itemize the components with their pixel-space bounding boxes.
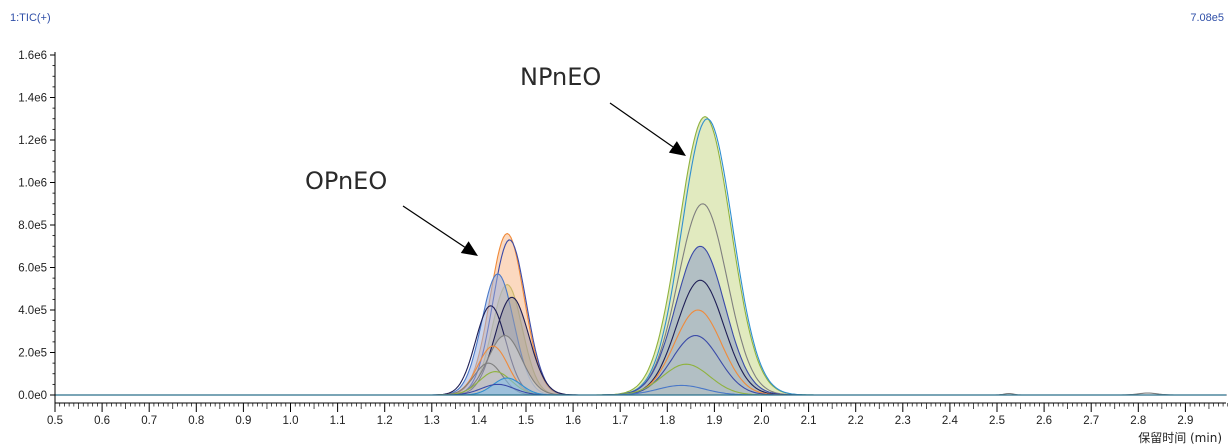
y-tick-label: 2.0e5 — [18, 348, 47, 360]
x-tick-label: 2.8 — [1130, 415, 1146, 427]
x-tick-label: 1.5 — [518, 415, 534, 427]
x-tick-label: 0.7 — [141, 415, 157, 427]
series-line-10 — [55, 239, 1227, 396]
max-intensity-label: 7.08e5 — [1190, 12, 1224, 24]
x-tick-label: 0.5 — [47, 415, 63, 427]
x-tick-label: 2.2 — [848, 415, 864, 427]
x-tick-label: 1.8 — [659, 415, 675, 427]
annotation-opneo: OPnEO — [305, 167, 387, 195]
series-line-7 — [55, 363, 1227, 396]
annotation-arrow-line — [609, 102, 674, 148]
series-area-9 — [55, 233, 1228, 395]
x-tick-label: 1.7 — [612, 415, 628, 427]
x-tick-label: 0.9 — [235, 415, 251, 427]
x-tick-label: 1.3 — [424, 415, 440, 427]
trace-label: 1:TIC(+) — [10, 12, 51, 24]
annotation-layer: OPnEO NPnEO — [305, 63, 686, 256]
series-line-1 — [55, 118, 1227, 396]
series-line-0 — [55, 116, 1227, 396]
x-tick-label: 1.1 — [330, 415, 346, 427]
x-tick-label: 1.2 — [377, 415, 393, 427]
series-line-4 — [55, 279, 1227, 396]
series-line-11 — [55, 273, 1227, 396]
axes-layer: 0.0e0 2.0e5 4.0e5 6.0e5 8.0e5 1.0e6 1.2e6 1.4e6… — [18, 50, 1228, 445]
x-tick-label: 2.6 — [1036, 415, 1052, 427]
y-tick-label: 4.0e5 — [18, 305, 47, 317]
series-area-0 — [55, 116, 1228, 395]
y-tick-label: 8.0e5 — [18, 220, 47, 232]
x-tick-label: 2.9 — [1177, 415, 1193, 427]
annotation-npneo: NPnEO — [520, 63, 601, 91]
y-tick-label: 0.0e0 — [18, 390, 47, 402]
series-line-3 — [55, 245, 1227, 396]
annotation-arrow-head — [668, 141, 686, 156]
x-tick-label: 2.5 — [989, 415, 1005, 427]
x-tick-label: 2.1 — [801, 415, 817, 427]
x-tick-label: 1.0 — [283, 415, 299, 427]
series-area-3 — [55, 246, 1228, 395]
series-line-2 — [55, 203, 1227, 396]
series-line-9 — [55, 232, 1227, 396]
y-tick-label: 1.4e6 — [18, 93, 47, 105]
x-tick-label: 2.0 — [754, 415, 770, 427]
x-tick-label: 1.9 — [706, 415, 722, 427]
y-tick-label: 1.0e6 — [18, 178, 47, 190]
x-tick-label: 2.4 — [942, 415, 959, 427]
x-tick-label: 1.6 — [565, 415, 581, 427]
y-tick-label: 1.2e6 — [18, 135, 47, 147]
series-layer — [55, 116, 1228, 396]
y-tick-label: 6.0e5 — [18, 263, 47, 275]
annotation-arrow-head — [460, 241, 478, 256]
series-line-12 — [55, 296, 1227, 396]
x-tick-label: 2.7 — [1083, 415, 1099, 427]
annotation-arrow-line — [402, 205, 466, 248]
y-tick-label: 1.6e6 — [18, 50, 47, 62]
series-area-11 — [55, 273, 1228, 395]
x-tick-label: 2.3 — [895, 415, 911, 427]
x-tick-label: 1.4 — [471, 415, 488, 427]
x-tick-label: 0.8 — [188, 415, 204, 427]
x-axis-label: 保留时间 (min) — [1138, 431, 1222, 445]
x-tick-label: 0.6 — [94, 415, 110, 427]
